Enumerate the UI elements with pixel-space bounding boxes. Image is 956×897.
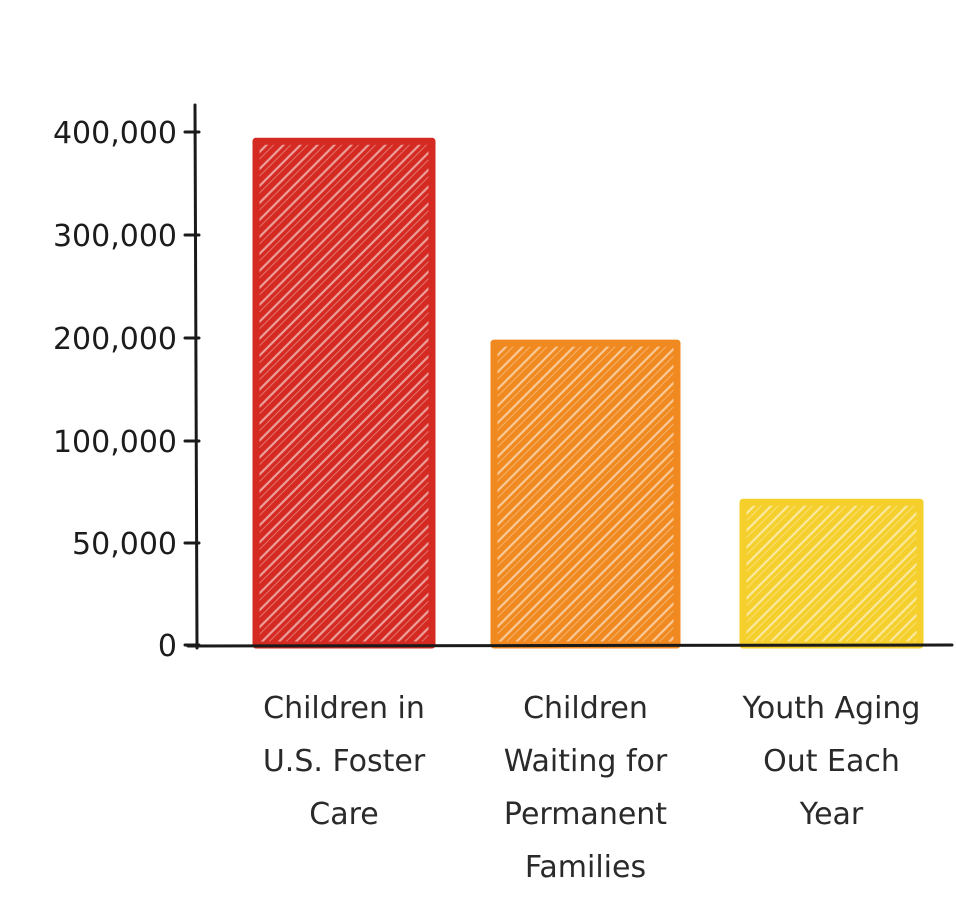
category-label-line: Permanent (504, 797, 667, 832)
category-label-line: Out Each (763, 744, 900, 779)
bar-hatch (256, 141, 432, 645)
category-label-line: Year (799, 797, 864, 832)
category-label-3: Youth Aging Out Each Year (742, 691, 921, 832)
y-tick-label: 300,000 (53, 219, 177, 254)
y-ticks-group: 0 50,000 100,000 200,000 300,000 400,000 (53, 116, 201, 664)
category-label-line: Children (523, 691, 648, 726)
y-axis (193, 103, 199, 650)
bar-hatch (494, 343, 677, 645)
category-label-line: Youth Aging (742, 691, 921, 726)
category-label-line: U.S. Foster (263, 744, 426, 779)
category-labels-group: Children in U.S. Foster Care Children Waitin… (263, 691, 921, 885)
y-tick-label: 100,000 (53, 425, 177, 460)
y-tick-label: 400,000 (53, 116, 177, 151)
category-label-2: Children Waiting for Permanent Families (504, 691, 668, 885)
bar-2 (490, 339, 681, 649)
bars-group (252, 137, 924, 649)
category-label-line: Families (525, 850, 646, 885)
category-label-1: Children in U.S. Foster Care (263, 691, 426, 832)
category-label-line: Care (309, 797, 378, 832)
bar-3 (739, 498, 924, 649)
y-tick-label: 50,000 (72, 527, 177, 562)
bar-hatch (743, 502, 920, 645)
x-axis (186, 643, 954, 648)
category-label-line: Waiting for (504, 744, 668, 779)
bar-1 (252, 137, 436, 649)
y-tick-label: 0 (158, 629, 177, 664)
y-tick-label: 200,000 (53, 322, 177, 357)
category-label-line: Children in (263, 691, 425, 726)
